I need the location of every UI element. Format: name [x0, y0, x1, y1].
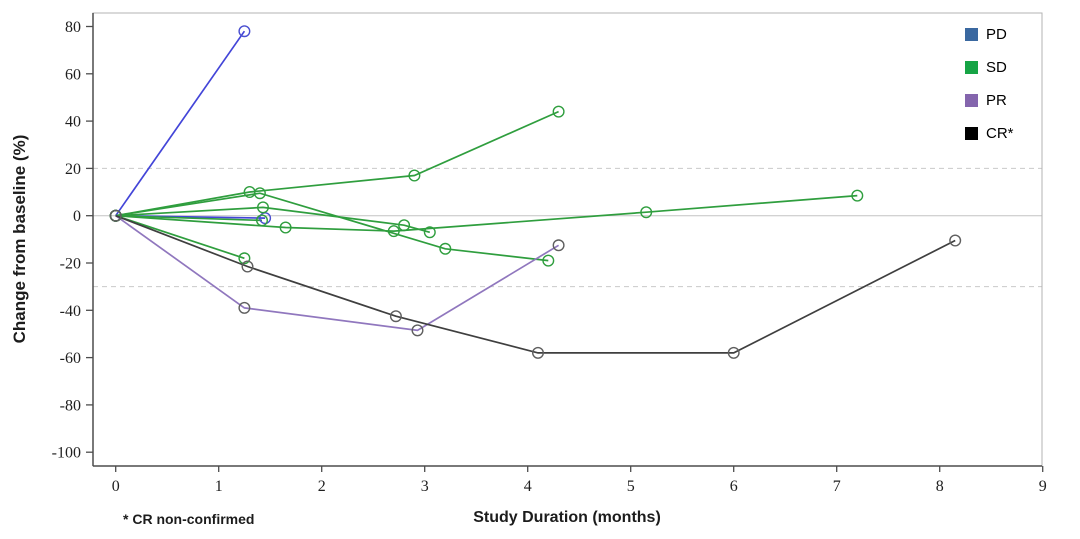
legend-swatch-pr: [965, 94, 978, 107]
data-point-sd: [253, 187, 266, 200]
legend-label-pd: PD: [986, 26, 1007, 43]
legend-swatch-cr: [965, 127, 978, 140]
y-tick-label: -80: [60, 397, 81, 414]
x-tick-label: 7: [833, 478, 841, 495]
x-tick-label: 2: [318, 478, 326, 495]
reference-lines-layer: [93, 167, 1042, 288]
x-tick-label: 9: [1039, 478, 1047, 495]
series-line-pr: [115, 215, 560, 332]
data-point-sd: [387, 225, 400, 238]
series-line-sd: [115, 206, 431, 234]
data-point-cr: [532, 346, 545, 359]
data-point-cr: [389, 310, 402, 323]
y-tick-label: 20: [65, 161, 81, 178]
data-point-sd: [552, 105, 565, 118]
legend: PD SD PR CR*: [965, 26, 1014, 160]
plot-frame-layer: [92, 12, 1043, 467]
legend-item-pr: PR: [965, 92, 1014, 109]
data-point-sd: [238, 252, 251, 265]
y-tick-label: -100: [52, 445, 81, 462]
data-point-pr: [411, 324, 424, 337]
y-tick-label: -40: [60, 303, 81, 320]
y-axis-title: Change from baseline (%): [10, 134, 29, 344]
data-points-layer: [109, 25, 962, 359]
data-point-sd: [439, 242, 452, 255]
series-line-cr: [115, 214, 956, 354]
data-point-sd: [279, 221, 292, 234]
series-line-sd: [115, 214, 245, 260]
series-line-sd: [115, 194, 858, 232]
x-tick-label: 1: [215, 478, 223, 495]
data-point-sd: [851, 189, 864, 202]
data-point-pr: [552, 239, 565, 252]
series-line-sd: [115, 110, 559, 217]
legend-item-sd: SD: [965, 59, 1014, 76]
legend-item-cr: CR*: [965, 125, 1014, 142]
series-line-sd: [115, 214, 263, 222]
y-tick-label: -20: [60, 256, 81, 273]
y-tick-label: -60: [60, 350, 81, 367]
series-lines-layer: [115, 30, 956, 354]
data-point-sd: [640, 206, 653, 219]
data-point-sd: [542, 254, 555, 267]
legend-swatch-sd: [965, 61, 978, 74]
legend-label-cr: CR*: [986, 125, 1014, 142]
data-point-cr: [109, 209, 122, 222]
series-line-pd: [115, 30, 246, 217]
plot-frame: [92, 12, 1043, 467]
x-tick-label: 3: [421, 478, 429, 495]
data-point-sd: [256, 214, 269, 227]
x-tick-label: 4: [524, 478, 532, 495]
data-point-sd: [257, 201, 270, 214]
legend-item-pd: PD: [965, 26, 1014, 43]
x-tick-label: 6: [730, 478, 738, 495]
legend-label-sd: SD: [986, 59, 1007, 76]
y-tick-label: 80: [65, 19, 81, 36]
data-point-cr: [727, 346, 740, 359]
axis-ticks-layer: 0 1 2 3 4 5 6 7 8 9 80 60 40 20 0 -20 -40 -60 -80 -100: [52, 19, 1047, 495]
data-point-pd: [238, 25, 251, 38]
y-tick-label: 60: [65, 66, 81, 83]
x-tick-label: 5: [627, 478, 635, 495]
x-tick-label: 8: [936, 478, 944, 495]
data-point-sd: [423, 226, 436, 239]
legend-swatch-pd: [965, 28, 978, 41]
footnote-cr-non-confirmed: * CR non-confirmed: [123, 511, 255, 527]
series-line-sd: [115, 192, 549, 262]
data-point-cr: [241, 260, 254, 273]
legend-label-pr: PR: [986, 92, 1007, 109]
y-tick-label: 40: [65, 114, 81, 131]
data-point-sd: [408, 169, 421, 182]
data-point-sd: [398, 219, 411, 232]
data-point-pr: [238, 301, 251, 314]
y-tick-label: 0: [73, 208, 81, 225]
x-axis-title: Study Duration (months): [473, 509, 661, 526]
data-point-cr: [949, 234, 962, 247]
x-tick-label: 0: [112, 478, 120, 495]
